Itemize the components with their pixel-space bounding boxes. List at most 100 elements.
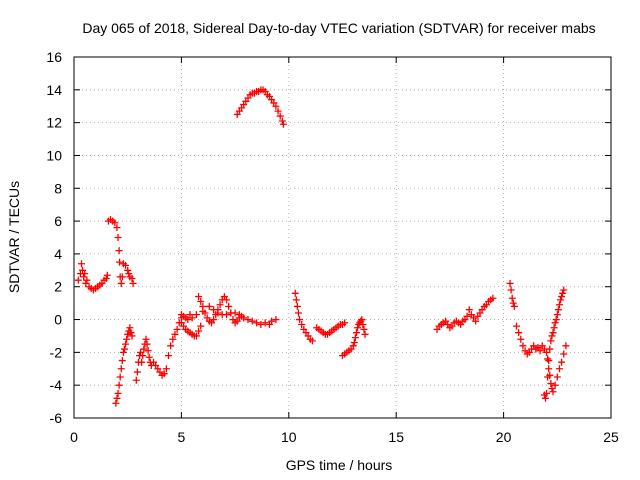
data-point — [199, 307, 207, 315]
data-point — [195, 293, 203, 301]
data-point — [536, 347, 544, 355]
data-point — [133, 368, 141, 376]
data-point — [184, 316, 192, 324]
data-point — [231, 309, 239, 317]
data-point — [272, 316, 280, 324]
data-point — [545, 365, 553, 373]
data-point — [555, 301, 563, 309]
data-point — [559, 289, 567, 297]
data-point — [197, 322, 205, 330]
data-point — [560, 286, 568, 294]
data-point — [117, 279, 125, 287]
data-point — [545, 357, 553, 365]
data-point — [278, 117, 286, 125]
data-point — [253, 319, 261, 327]
data-point — [272, 102, 280, 110]
data-point — [360, 325, 368, 333]
y-tick-labels: -6 -4 -2 0 2 4 6 8 10 12 14 16 — [46, 49, 62, 426]
data-point — [508, 294, 516, 302]
data-point — [223, 296, 231, 304]
data-point — [123, 335, 131, 343]
data-point — [544, 355, 552, 363]
data-point — [140, 345, 148, 353]
data-point — [553, 311, 561, 319]
data-point — [296, 316, 304, 324]
chart-title: Day 065 of 2018, Sidereal Day-to-day VTE… — [82, 20, 595, 36]
y-tick-label: 2 — [54, 279, 62, 295]
y-tick-label: -6 — [50, 410, 63, 426]
data-point — [298, 320, 306, 328]
data-point — [248, 317, 256, 325]
data-point — [558, 293, 566, 301]
axis-ticks — [73, 56, 612, 419]
data-point — [188, 314, 196, 322]
data-point — [160, 370, 168, 378]
data-point — [216, 301, 224, 309]
y-tick-label: 12 — [46, 115, 62, 131]
data-point — [171, 330, 179, 338]
data-point — [127, 329, 135, 337]
data-point — [552, 316, 560, 324]
data-point — [167, 342, 175, 350]
data-point — [112, 399, 120, 407]
data-point — [115, 247, 123, 255]
x-tick-label: 25 — [603, 429, 619, 445]
data-point — [116, 258, 124, 266]
y-tick-label: -4 — [50, 377, 63, 393]
x-axis-label: GPS time / hours — [286, 457, 393, 473]
data-point — [119, 348, 127, 356]
data-point — [463, 312, 471, 320]
data-point — [261, 319, 269, 327]
data-point — [547, 337, 555, 345]
data-point — [210, 316, 218, 324]
data-point — [268, 317, 276, 325]
data-point — [124, 266, 132, 274]
data-point — [114, 389, 122, 397]
data-point — [145, 353, 153, 361]
data-point — [308, 337, 316, 345]
data-point — [113, 224, 121, 232]
data-point — [205, 302, 213, 310]
data-series — [74, 86, 570, 407]
data-point — [225, 302, 233, 310]
x-tick-label: 10 — [281, 429, 297, 445]
data-point — [143, 340, 151, 348]
x-tick-label: 5 — [178, 429, 186, 445]
data-point — [506, 279, 514, 287]
y-tick-label: 10 — [46, 147, 62, 163]
data-point — [82, 279, 90, 287]
data-point — [352, 329, 360, 337]
data-point — [240, 314, 248, 322]
data-point — [294, 309, 302, 317]
x-tick-labels: 0 5 10 15 20 25 — [70, 429, 619, 445]
y-axis-label: SDTVAR / TECUs — [6, 181, 22, 293]
data-point — [118, 357, 126, 365]
data-point — [102, 275, 110, 283]
data-point — [543, 348, 551, 356]
data-point — [274, 107, 282, 115]
x-tick-label: 20 — [496, 429, 512, 445]
data-point — [144, 347, 152, 355]
data-point — [244, 316, 252, 324]
data-point — [359, 320, 367, 328]
data-point — [555, 365, 563, 373]
data-point — [558, 358, 566, 366]
data-point — [169, 335, 177, 343]
data-point — [162, 365, 170, 373]
data-point — [115, 381, 123, 389]
data-point — [142, 335, 150, 343]
data-point — [80, 273, 88, 281]
data-point — [114, 234, 122, 241]
data-point — [548, 384, 556, 392]
data-point — [128, 275, 136, 283]
data-point — [126, 324, 134, 332]
data-point — [550, 324, 558, 332]
data-point — [122, 340, 130, 348]
data-point — [350, 339, 358, 347]
data-point — [223, 311, 231, 319]
data-point — [548, 332, 556, 340]
data-point — [138, 358, 146, 366]
data-point — [122, 261, 130, 269]
data-point — [560, 350, 568, 358]
data-point — [139, 352, 147, 360]
